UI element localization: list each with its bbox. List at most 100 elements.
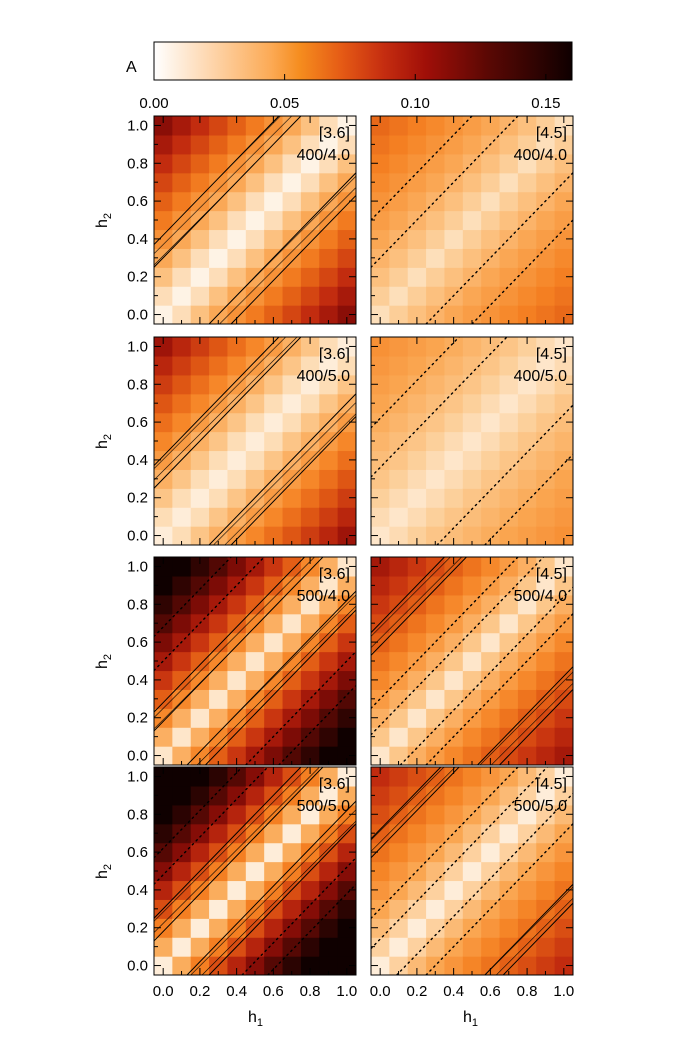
heatmap-cell xyxy=(190,355,210,376)
heatmap-cell xyxy=(481,412,501,433)
heatmap-cell xyxy=(264,937,284,957)
heatmap-cell xyxy=(190,286,210,306)
heatmap-cell xyxy=(536,767,556,787)
heatmap-cell xyxy=(245,191,265,212)
heatmap-cell xyxy=(245,632,265,653)
heatmap-cell xyxy=(337,337,356,357)
heatmap-cell xyxy=(407,689,427,709)
heatmap-cell xyxy=(389,248,409,268)
heatmap-cell xyxy=(245,229,265,249)
heatmap-cell xyxy=(282,412,302,433)
heatmap-cell xyxy=(371,880,390,900)
heatmap-cell xyxy=(172,507,192,527)
heatmap-cell xyxy=(337,507,356,527)
heatmap-cell xyxy=(554,431,573,452)
heatmap-cell xyxy=(444,861,464,882)
heatmap-cell xyxy=(154,823,173,844)
heatmap-cell xyxy=(462,575,482,596)
heatmap-cell xyxy=(371,670,390,690)
heatmap-cell xyxy=(444,305,464,324)
heatmap-cell xyxy=(319,880,339,900)
heatmap-cell xyxy=(300,337,320,357)
heatmap-cell xyxy=(481,116,501,136)
heatmap-cell xyxy=(300,727,320,747)
heatmap-cell xyxy=(407,708,427,728)
heatmap-cell xyxy=(462,557,482,577)
heatmap-cell xyxy=(462,861,482,882)
x-axis-title-right: h1 xyxy=(463,1009,478,1029)
heatmap-cell xyxy=(499,393,519,414)
heatmap-cell xyxy=(389,899,409,919)
heatmap-cell xyxy=(389,355,409,376)
heatmap-cell xyxy=(190,229,210,249)
heatmap-cell xyxy=(319,594,339,615)
heatmap-cell xyxy=(190,804,210,825)
heatmap-cell xyxy=(300,937,320,957)
heatmap-cell xyxy=(536,507,556,527)
heatmap-cell xyxy=(227,267,247,287)
heatmap-cell xyxy=(300,191,320,212)
heatmap-cell xyxy=(300,153,320,174)
panel-band-label: [3.6] xyxy=(319,776,350,793)
heatmap-cell xyxy=(319,689,339,709)
heatmap-cell xyxy=(319,134,339,155)
heatmap-cell xyxy=(172,488,192,508)
heatmap-cell xyxy=(245,842,265,863)
heatmap-cell xyxy=(517,153,537,174)
heatmap-cell xyxy=(554,412,573,433)
heatmap-cell xyxy=(517,842,537,863)
heatmap-cell xyxy=(462,412,482,433)
heatmap-cell xyxy=(554,210,573,231)
heatmap-cell xyxy=(499,613,519,634)
heatmap-cell xyxy=(209,557,229,577)
heatmap-cell xyxy=(319,337,339,357)
heatmap-cell xyxy=(554,767,573,787)
heatmap-cell xyxy=(426,153,446,174)
heatmap-cell xyxy=(264,613,284,634)
heatmap-cell xyxy=(554,918,573,938)
heatmap-cell xyxy=(426,450,446,470)
heatmap-cell xyxy=(536,374,556,395)
heatmap-cell xyxy=(481,937,501,957)
heatmap-cell xyxy=(172,861,192,882)
heatmap-cell xyxy=(481,210,501,231)
x-tick-label: 1.0 xyxy=(336,983,357,1000)
heatmap-cell xyxy=(337,557,356,577)
heatmap-cell xyxy=(371,393,390,414)
heatmap-cell xyxy=(536,823,556,844)
heatmap-cell xyxy=(319,355,339,376)
heatmap-cell xyxy=(371,412,390,433)
heatmap-cell xyxy=(300,116,320,136)
heatmap-cell xyxy=(462,937,482,957)
heatmap-cell xyxy=(389,785,409,806)
heatmap-cell xyxy=(227,431,247,452)
heatmap-cell xyxy=(462,337,482,357)
heatmap-cell xyxy=(245,210,265,231)
heatmap-cell xyxy=(227,469,247,489)
heatmap-cell xyxy=(499,804,519,825)
heatmap-cell xyxy=(337,305,356,324)
heatmap-cell xyxy=(407,899,427,919)
heatmap-cell xyxy=(426,267,446,287)
heatmap-cell xyxy=(389,305,409,324)
heatmap-cell xyxy=(190,594,210,615)
heatmap-cell xyxy=(499,210,519,231)
dotted-contour xyxy=(154,767,269,885)
heatmap-cell xyxy=(300,804,320,825)
heatmap-cell xyxy=(300,134,320,155)
heatmap-cell xyxy=(517,746,537,765)
heatmap-cell xyxy=(264,956,284,975)
heatmap-cell xyxy=(389,210,409,231)
heatmap-cell xyxy=(444,785,464,806)
heatmap-cell xyxy=(389,767,409,787)
heatmap-cell xyxy=(499,632,519,653)
heatmap-cell xyxy=(499,267,519,287)
heatmap-panel: [4.5] 400/4.0 xyxy=(370,115,574,325)
heatmap-cell xyxy=(337,670,356,690)
heatmap-cell xyxy=(499,431,519,452)
panel-params-label: 500/5.0 xyxy=(297,798,350,815)
heatmap-cell xyxy=(407,374,427,395)
heatmap-cell xyxy=(154,746,173,765)
heatmap-cell xyxy=(371,507,390,527)
heatmap-cell xyxy=(154,594,173,615)
